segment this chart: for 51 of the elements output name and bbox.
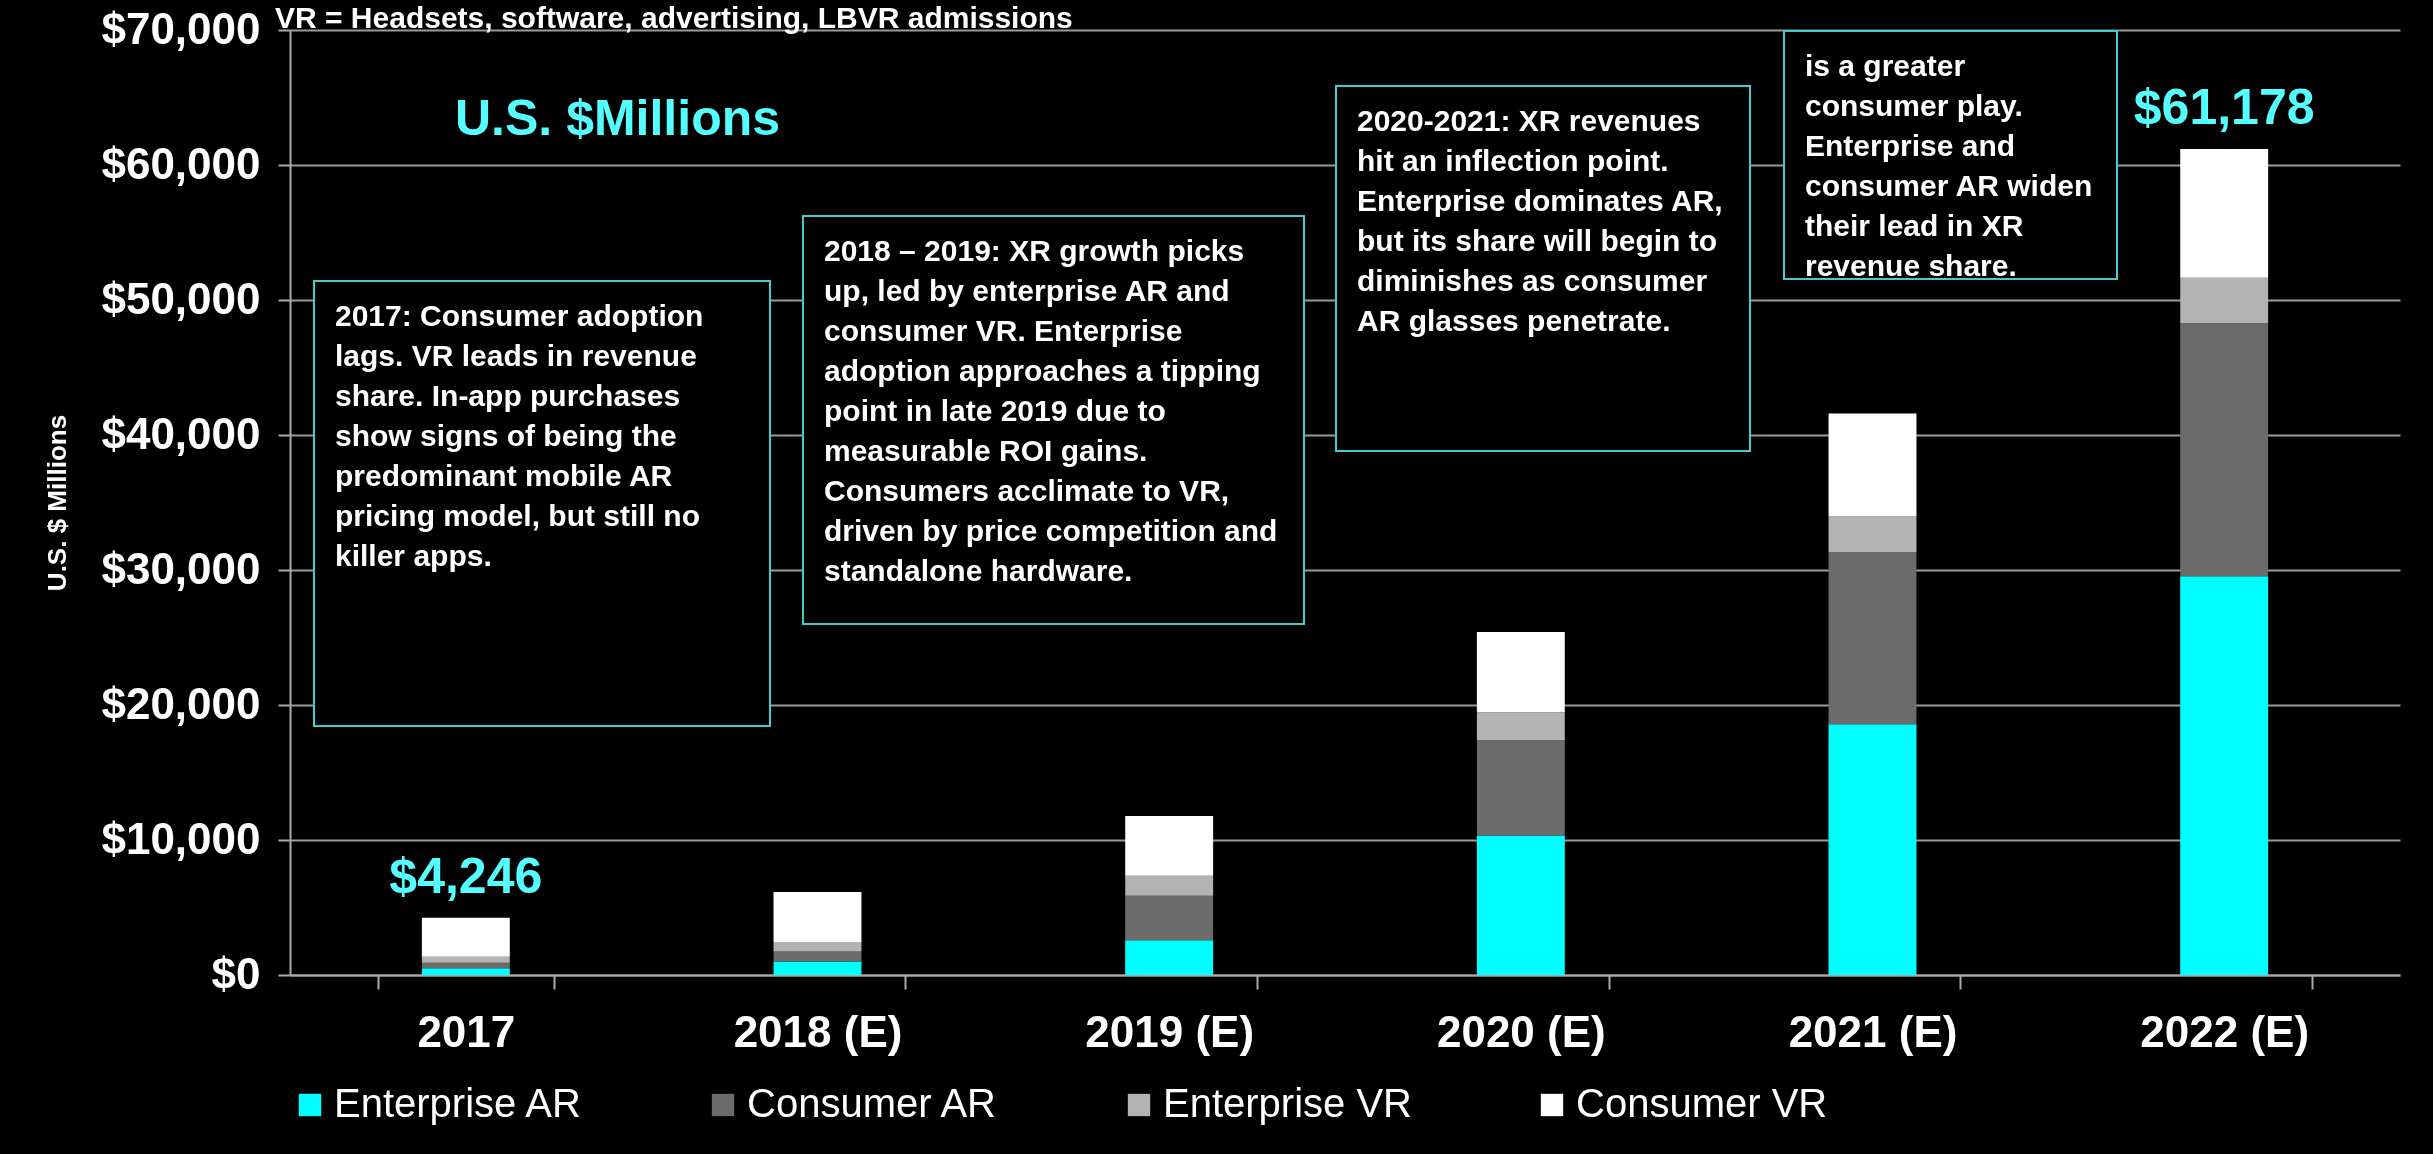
bar bbox=[2180, 322, 2269, 577]
y-tick-label: $70,000 bbox=[101, 3, 261, 53]
bar bbox=[421, 917, 510, 957]
annotation: U.S. $Millions bbox=[455, 89, 782, 148]
x-tick-label: 2021 (E) bbox=[1788, 1006, 1958, 1056]
y-tick-label: $50,000 bbox=[101, 273, 261, 323]
y-tick-label: $40,000 bbox=[101, 408, 261, 458]
bar bbox=[1125, 940, 1214, 975]
bar bbox=[773, 891, 862, 942]
text-box: 2020-2021: XR revenues hit an inflection point. Enterprise dominates AR, but its share will begin to diminishes as consumer AR glasses penetrate. bbox=[1335, 85, 1751, 452]
legend-label: Consumer VR bbox=[1576, 1081, 1828, 1125]
bar bbox=[1125, 875, 1214, 896]
bar bbox=[1828, 516, 1917, 553]
y-axis-title: U.S. $ Millions bbox=[42, 414, 73, 592]
text-box: 2017: Consumer adoption lags. VR leads in revenue share. In-app purchases show signs of being the predominant mobile AR pricing model, but still no killer apps. bbox=[313, 280, 771, 727]
total-label: $4,246 bbox=[389, 847, 543, 904]
y-tick-label: $30,000 bbox=[101, 543, 261, 593]
total-label: $61,178 bbox=[2133, 79, 2315, 136]
bar bbox=[1828, 552, 1917, 725]
text-box: is a greater consumer play. Enterprise and consumer AR widen their lead in XR revenue share. bbox=[1783, 30, 2118, 280]
bar bbox=[1476, 740, 1565, 836]
bar bbox=[1828, 413, 1917, 517]
y-tick-label: $10,000 bbox=[101, 813, 261, 863]
bar bbox=[1125, 816, 1214, 876]
x-tick-label: 2017 bbox=[417, 1006, 516, 1056]
y-tick-label: $0 bbox=[211, 948, 261, 998]
text-box: 2018 – 2019: XR growth picks up, led by enterprise AR and consumer VR. Enterprise adoption approaches a tipping point in late 2019 due to measurable ROI gains. Consumers acclimate to VR, driven by price competition and standalone hardware. bbox=[802, 215, 1305, 625]
bar bbox=[1476, 835, 1565, 975]
annotation: VR = Headsets, software, advertising, LBVR admissions bbox=[275, 0, 1074, 36]
x-tick-label: 2018 (E) bbox=[733, 1006, 903, 1056]
bar bbox=[2180, 576, 2269, 975]
bar bbox=[421, 968, 510, 975]
legend-label: Enterprise AR bbox=[334, 1081, 581, 1125]
bar bbox=[2180, 277, 2269, 323]
bar bbox=[773, 961, 862, 975]
bar bbox=[421, 962, 510, 969]
bar bbox=[1476, 632, 1565, 713]
legend-label: Enterprise VR bbox=[1163, 1081, 1412, 1125]
x-tick-label: 2020 (E) bbox=[1436, 1006, 1606, 1056]
x-tick-label: 2019 (E) bbox=[1085, 1006, 1255, 1056]
y-tick-label: $20,000 bbox=[101, 678, 261, 728]
bar bbox=[1125, 895, 1214, 941]
bar bbox=[421, 956, 510, 963]
bar bbox=[1476, 712, 1565, 741]
bar bbox=[2180, 149, 2269, 278]
x-tick-label: 2022 (E) bbox=[2140, 1006, 2310, 1056]
legend-label: Consumer AR bbox=[747, 1081, 996, 1125]
bar bbox=[773, 951, 862, 962]
y-tick-label: $60,000 bbox=[101, 138, 261, 188]
bar bbox=[773, 941, 862, 952]
bar bbox=[1828, 724, 1917, 975]
